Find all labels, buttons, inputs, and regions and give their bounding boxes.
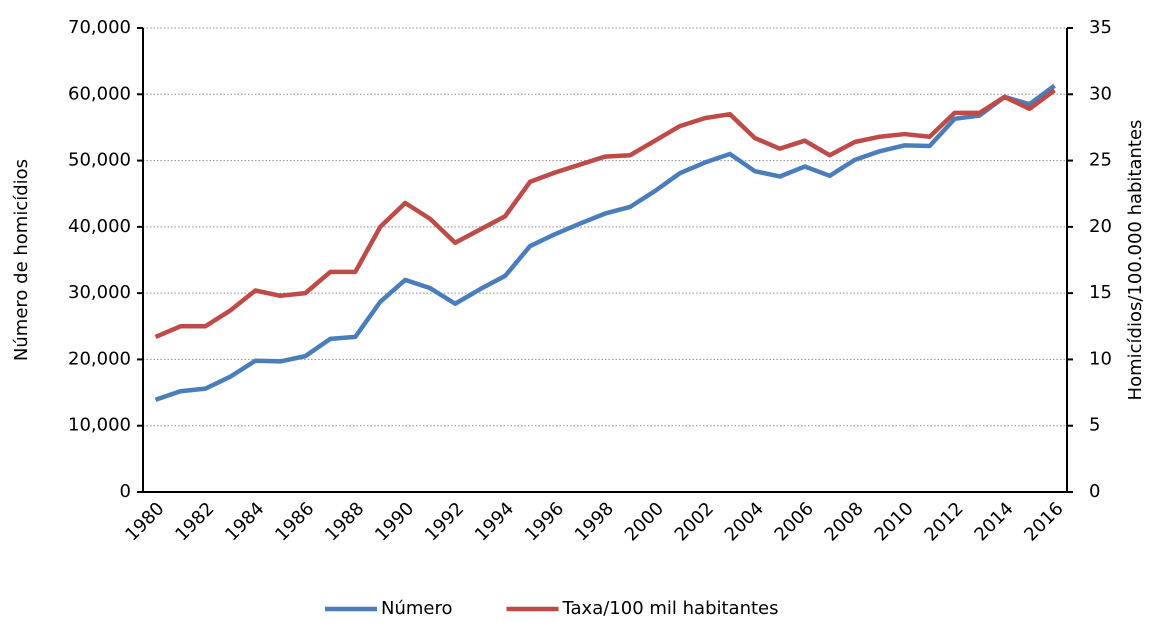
y2-axis-title: Homicídios/100.000 habitantes bbox=[1125, 120, 1146, 401]
series-line bbox=[154, 88, 1056, 339]
y2-tick-label: 10 bbox=[1089, 348, 1112, 369]
legend-label: Número bbox=[381, 598, 453, 619]
y2-tick-label: 5 bbox=[1089, 415, 1100, 436]
y-tick-label: 40,000 bbox=[68, 216, 131, 237]
x-tick-label: 1980 bbox=[121, 498, 168, 545]
x-tick-label: 1988 bbox=[321, 498, 368, 545]
y-tick-label: 0 bbox=[120, 481, 131, 502]
x-tick-label: 2016 bbox=[1020, 498, 1067, 545]
x-tick-label: 2006 bbox=[771, 498, 818, 545]
x-tick-label: 1994 bbox=[471, 498, 518, 545]
y-axis-title: Número de homicídios bbox=[11, 159, 32, 361]
series-line bbox=[154, 83, 1056, 402]
x-tick-label: 2002 bbox=[671, 498, 718, 545]
x-tick-label: 2008 bbox=[821, 498, 868, 545]
x-tick-label: 2010 bbox=[871, 498, 918, 545]
y2-tick-label: 25 bbox=[1089, 150, 1112, 171]
x-tick-label: 2014 bbox=[970, 498, 1017, 545]
x-tick-label: 2000 bbox=[621, 498, 668, 545]
x-tick-label: 1998 bbox=[571, 498, 618, 545]
y-tick-label: 30,000 bbox=[68, 282, 131, 303]
x-tick-label: 1996 bbox=[521, 498, 568, 545]
y2-tick-label: 15 bbox=[1089, 282, 1112, 303]
x-tick-label: 1992 bbox=[421, 498, 468, 545]
y-tick-label: 70,000 bbox=[68, 17, 131, 38]
x-tick-label: 1986 bbox=[271, 498, 318, 545]
x-tick-label: 2012 bbox=[920, 498, 967, 545]
x-tick-label: 2004 bbox=[721, 498, 768, 545]
y2-tick-label: 30 bbox=[1089, 83, 1112, 104]
x-tick-label: 1984 bbox=[221, 498, 268, 545]
x-tick-label: 1990 bbox=[371, 498, 418, 545]
y2-tick-label: 35 bbox=[1089, 17, 1112, 38]
y-tick-label: 50,000 bbox=[68, 150, 131, 171]
x-tick-label: 1982 bbox=[171, 498, 218, 545]
y2-tick-label: 20 bbox=[1089, 216, 1112, 237]
y-tick-label: 10,000 bbox=[68, 415, 131, 436]
y-tick-label: 60,000 bbox=[68, 83, 131, 104]
y-tick-label: 20,000 bbox=[68, 348, 131, 369]
legend-label: Taxa/100 mil habitantes bbox=[562, 598, 779, 619]
y2-tick-label: 0 bbox=[1089, 481, 1100, 502]
